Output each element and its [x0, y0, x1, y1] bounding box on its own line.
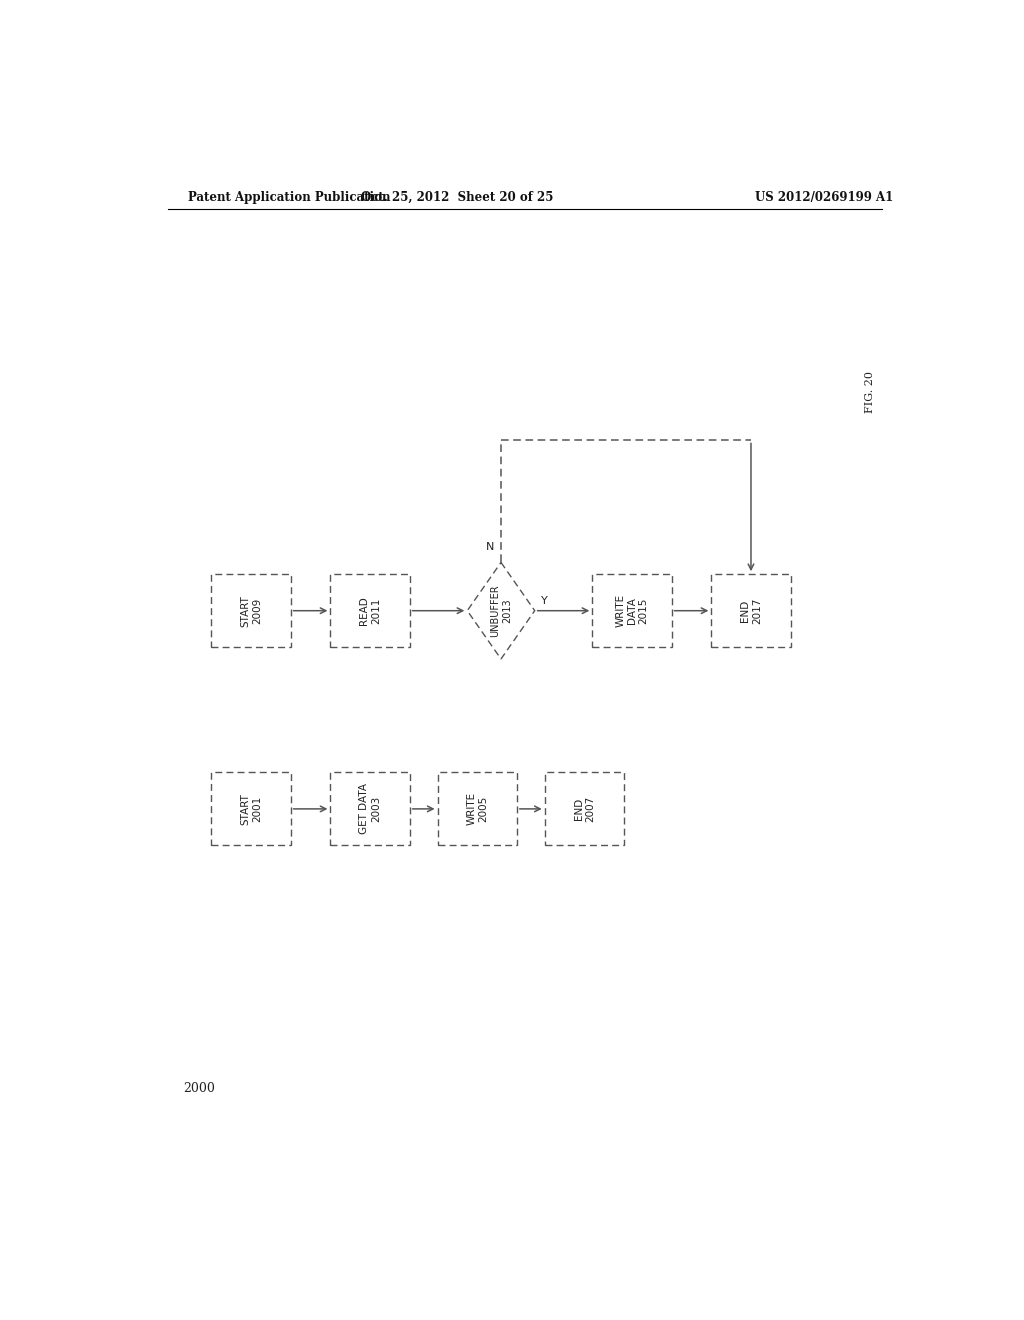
Text: Oct. 25, 2012  Sheet 20 of 25: Oct. 25, 2012 Sheet 20 of 25 — [361, 190, 554, 203]
FancyBboxPatch shape — [211, 574, 291, 647]
Text: GET DATA
2003: GET DATA 2003 — [359, 783, 381, 834]
Polygon shape — [467, 562, 535, 659]
Text: WRITE
DATA
2015: WRITE DATA 2015 — [615, 594, 648, 627]
FancyBboxPatch shape — [331, 574, 410, 647]
FancyBboxPatch shape — [712, 574, 791, 647]
Text: FIG. 20: FIG. 20 — [865, 371, 876, 413]
Text: WRITE
2005: WRITE 2005 — [466, 792, 488, 825]
Text: 2000: 2000 — [183, 1082, 215, 1094]
FancyBboxPatch shape — [211, 772, 291, 846]
Text: START
2001: START 2001 — [241, 793, 262, 825]
Text: READ
2011: READ 2011 — [359, 597, 381, 626]
Text: N: N — [486, 543, 495, 552]
Text: US 2012/0269199 A1: US 2012/0269199 A1 — [755, 190, 893, 203]
Text: END
2007: END 2007 — [573, 796, 595, 822]
FancyBboxPatch shape — [437, 772, 517, 846]
Text: Patent Application Publication: Patent Application Publication — [187, 190, 390, 203]
Text: START
2009: START 2009 — [241, 595, 262, 627]
Text: Y: Y — [541, 595, 548, 606]
FancyBboxPatch shape — [592, 574, 672, 647]
Text: UNBUFFER
2013: UNBUFFER 2013 — [490, 585, 512, 638]
FancyBboxPatch shape — [331, 772, 410, 846]
Text: END
2017: END 2017 — [740, 598, 762, 624]
FancyBboxPatch shape — [545, 772, 624, 846]
